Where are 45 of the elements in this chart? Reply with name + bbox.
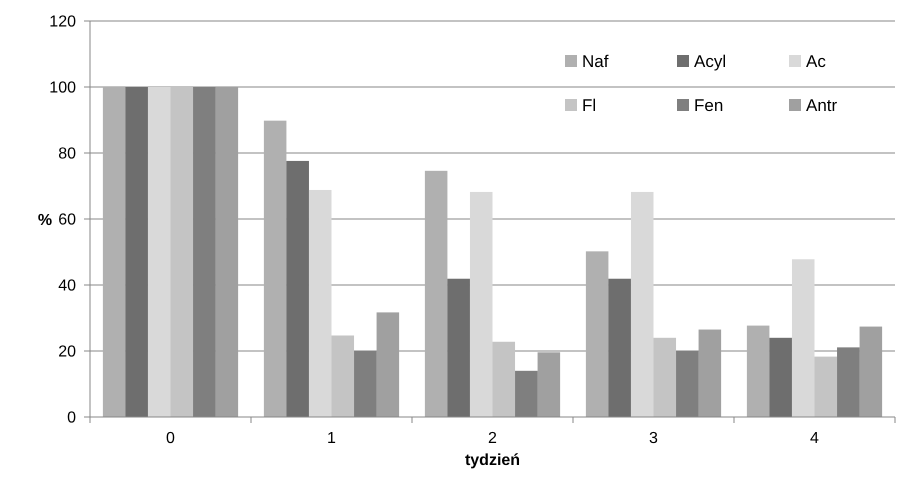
bar (125, 87, 148, 417)
bar (608, 278, 631, 417)
bar (376, 312, 400, 417)
y-tick-label: 40 (58, 278, 76, 295)
x-tick-label: 2 (488, 430, 498, 447)
bar (264, 120, 286, 417)
bar (470, 192, 492, 417)
y-tick-label: 0 (67, 410, 76, 427)
bar (746, 326, 770, 417)
y-tick-label: 20 (58, 344, 76, 361)
legend-label: Fen (694, 96, 724, 115)
bar (792, 259, 814, 417)
legend-label: Naf (582, 52, 609, 71)
x-tick-label: 4 (810, 430, 820, 447)
bar (538, 352, 560, 417)
bar (492, 342, 516, 417)
bar (216, 87, 238, 417)
legend-label: Acyl (694, 52, 726, 71)
legend-label: Antr (806, 96, 838, 115)
y-axis-title: % (38, 212, 52, 229)
bar (308, 190, 332, 417)
bar (769, 338, 792, 417)
y-tick-label: 120 (49, 14, 76, 31)
bar (424, 170, 448, 417)
bar (630, 192, 654, 417)
bar (860, 326, 882, 417)
x-tick-label: 0 (166, 430, 176, 447)
bar (698, 330, 722, 417)
bar (170, 87, 194, 417)
y-tick-label: 80 (58, 146, 76, 163)
bar (286, 160, 309, 417)
y-tick-label: 60 (58, 212, 76, 229)
bar (654, 338, 676, 417)
x-axis-title: tydzień (464, 452, 520, 469)
x-tick-label: 3 (649, 430, 658, 447)
y-tick-label: 100 (49, 80, 76, 97)
bar (586, 251, 608, 417)
bar (447, 278, 470, 417)
bar (148, 87, 170, 417)
bar (332, 335, 354, 417)
x-tick-label: 1 (327, 430, 336, 447)
legend-label: Fl (582, 96, 596, 115)
bar (814, 356, 838, 417)
legend-label: Ac (806, 52, 826, 71)
bar (102, 87, 126, 417)
